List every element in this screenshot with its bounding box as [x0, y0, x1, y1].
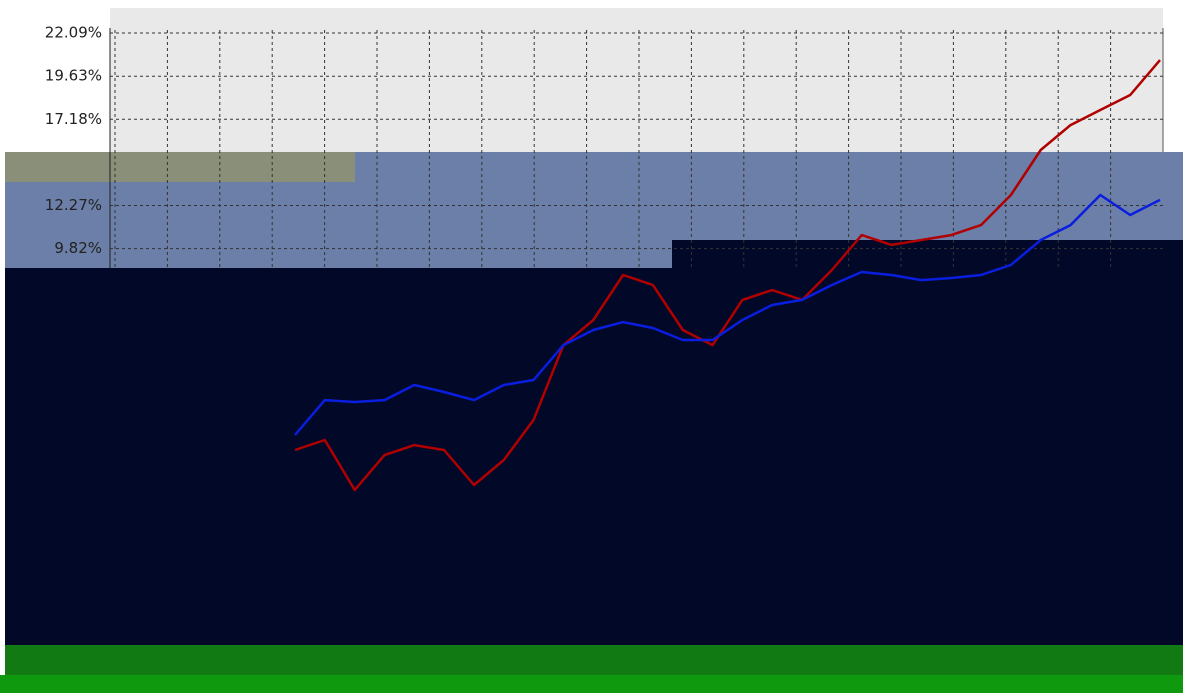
- y-tick-label: 12.27%: [45, 196, 102, 214]
- y-tick-label: 19.63%: [45, 67, 102, 85]
- glitch-green: [5, 645, 1183, 675]
- vertical-grid: [114, 30, 1112, 268]
- series-line: [294, 59, 1161, 492]
- glitch-green-bar: [0, 675, 1183, 693]
- y-tick-label: 9.82%: [54, 239, 102, 257]
- series-line: [294, 193, 1161, 436]
- glitch-dark: [672, 240, 1183, 268]
- glitch-dark: [5, 268, 1183, 645]
- y-tick-label: 17.18%: [45, 110, 102, 128]
- y-tick-label: 22.09%: [45, 24, 102, 42]
- glitch-block: [5, 152, 355, 182]
- plot-background: [110, 8, 1163, 152]
